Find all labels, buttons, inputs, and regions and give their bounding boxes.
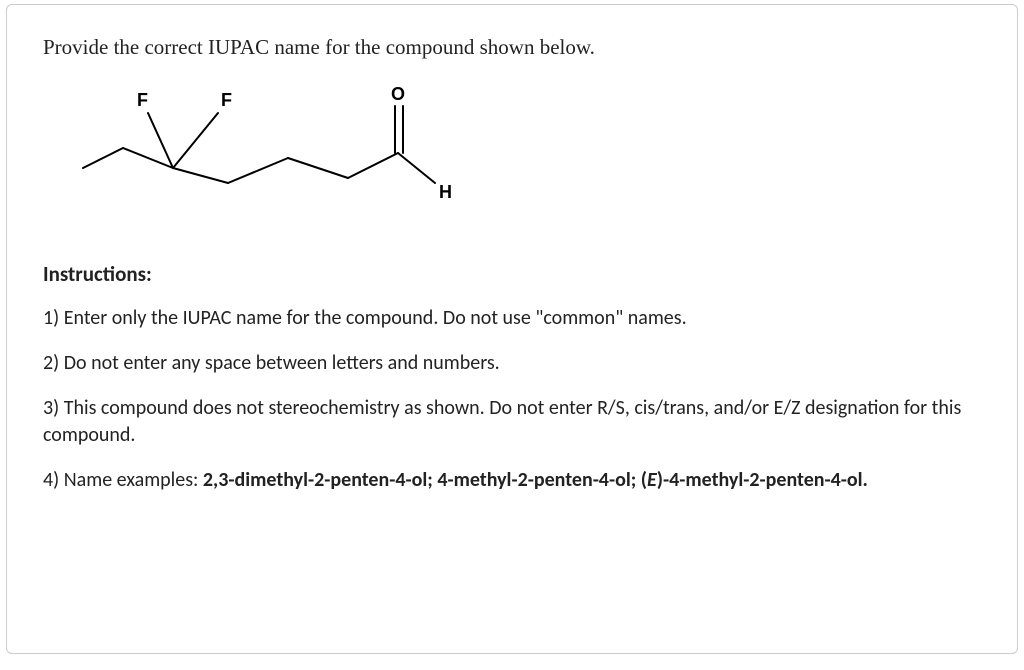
atom-label-f1: F xyxy=(137,90,148,110)
instructions-list: 1) Enter only the IUPAC name for the com… xyxy=(43,305,981,494)
instruction-item: 2) Do not enter any space between letter… xyxy=(43,350,981,377)
instruction-number: 1) xyxy=(43,306,59,330)
instructions-heading: Instructions: xyxy=(43,261,981,287)
atom-label-h: H xyxy=(439,182,452,202)
instruction-number: 4) xyxy=(43,468,59,492)
instruction-text: This compound does not stereochemistry a… xyxy=(43,396,961,447)
question-prompt: Provide the correct IUPAC name for the c… xyxy=(43,35,981,60)
instruction-text: 2,3-dimethyl-2-penten-4-ol; 4-methyl-2-p… xyxy=(203,468,647,492)
instruction-number: 3) xyxy=(43,396,59,420)
atom-label-o: O xyxy=(391,84,405,104)
instruction-item: 3) This compound does not stereochemistr… xyxy=(43,395,981,449)
instruction-text: E xyxy=(647,468,657,492)
atom-label-f2: F xyxy=(221,90,232,110)
instruction-text: Enter only the IUPAC name for the compou… xyxy=(59,306,686,330)
instruction-text: Do not enter any space between letters a… xyxy=(59,351,500,375)
chemical-structure: F F O H xyxy=(63,78,981,233)
instruction-item: 4) Name examples: 2,3-dimethyl-2-penten-… xyxy=(43,467,981,494)
instruction-text: Name examples: xyxy=(59,468,203,492)
instruction-text: )-4-methyl-2-penten-4-ol. xyxy=(657,468,868,492)
instruction-number: 2) xyxy=(43,351,59,375)
instruction-item: 1) Enter only the IUPAC name for the com… xyxy=(43,305,981,332)
question-card: Provide the correct IUPAC name for the c… xyxy=(6,4,1018,654)
